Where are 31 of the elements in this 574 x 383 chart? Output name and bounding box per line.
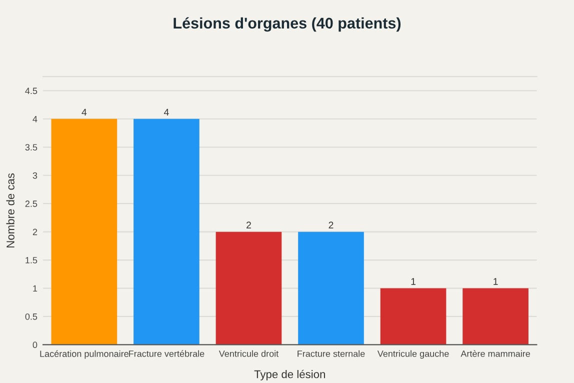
data-label: 1 — [411, 278, 416, 285]
x-tick-label: Ventricule gauche — [377, 350, 449, 359]
y-tick-label: 4 — [32, 116, 38, 122]
x-tick-label: Artère mammaire — [460, 350, 530, 357]
bar — [216, 232, 282, 345]
y-tick-label: 4.5 — [25, 88, 38, 94]
x-tick-label: Ventricule droit — [218, 350, 279, 357]
y-tick-label: 2.5 — [25, 200, 38, 207]
x-tick-label: Lacération pulmonaire — [40, 350, 128, 359]
y-tick-label: 3.5 — [25, 144, 38, 151]
data-label: 2 — [328, 222, 334, 228]
bar — [51, 118, 118, 345]
x-axis-title: Type de lésion — [254, 370, 325, 380]
y-tick-label: 1.5 — [26, 257, 38, 264]
data-label: 2 — [246, 222, 251, 228]
y-tick-label: 0 — [32, 342, 38, 348]
y-axis-title: Nombre de cas — [6, 173, 14, 248]
y-tick-label: 0.5 — [25, 313, 38, 320]
bar — [380, 288, 446, 345]
chart-title: Lésions d'organes (40 patients) — [174, 17, 401, 32]
x-tick-label: Fracture sternale — [298, 350, 365, 357]
y-tick-label: 1 — [33, 285, 38, 292]
bar — [134, 118, 200, 345]
data-label: 4 — [164, 108, 169, 116]
bar — [462, 288, 528, 345]
data-label: 4 — [82, 108, 87, 116]
data-label: 1 — [494, 278, 498, 285]
bar — [298, 232, 364, 345]
x-tick-label: Fracture vertébrale — [129, 350, 204, 357]
y-tick-label: 3 — [32, 172, 38, 179]
y-tick-label: 2 — [32, 228, 38, 236]
